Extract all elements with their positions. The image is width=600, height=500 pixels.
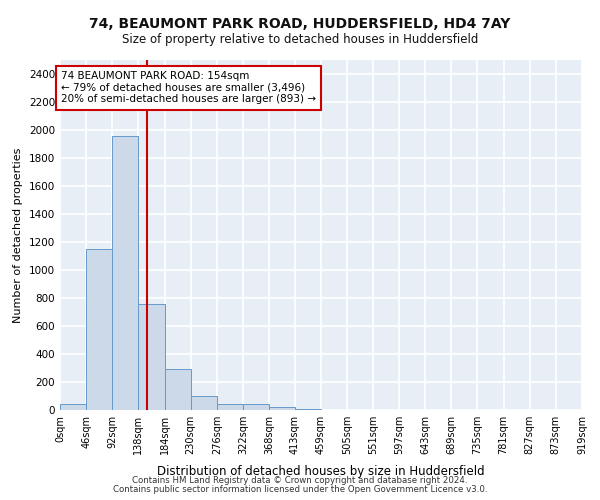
Y-axis label: Number of detached properties: Number of detached properties xyxy=(13,148,23,322)
Bar xyxy=(112,136,139,410)
Bar xyxy=(295,408,321,410)
Bar xyxy=(164,368,191,410)
Text: Contains public sector information licensed under the Open Government Licence v3: Contains public sector information licen… xyxy=(113,485,487,494)
Text: 74, BEAUMONT PARK ROAD, HUDDERSFIELD, HD4 7AY: 74, BEAUMONT PARK ROAD, HUDDERSFIELD, HD… xyxy=(89,18,511,32)
Text: Size of property relative to detached houses in Huddersfield: Size of property relative to detached ho… xyxy=(122,32,478,46)
Bar xyxy=(191,396,217,410)
Text: Contains HM Land Registry data © Crown copyright and database right 2024.: Contains HM Land Registry data © Crown c… xyxy=(132,476,468,485)
Bar xyxy=(243,404,269,410)
Bar xyxy=(269,406,295,410)
X-axis label: Distribution of detached houses by size in Huddersfield: Distribution of detached houses by size … xyxy=(157,466,485,478)
Bar xyxy=(217,404,243,410)
Bar xyxy=(86,249,112,410)
Text: 74 BEAUMONT PARK ROAD: 154sqm
← 79% of detached houses are smaller (3,496)
20% o: 74 BEAUMONT PARK ROAD: 154sqm ← 79% of d… xyxy=(61,71,316,104)
Bar xyxy=(60,404,86,410)
Bar xyxy=(139,304,164,410)
